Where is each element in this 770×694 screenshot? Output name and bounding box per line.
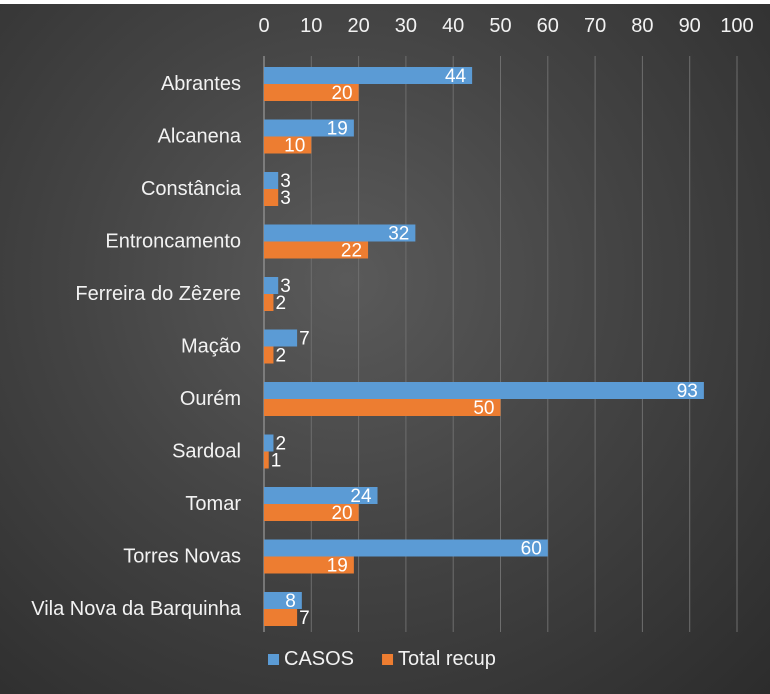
bar-casos (264, 224, 416, 242)
bar-casos (264, 382, 704, 399)
x-tick-label: 90 (679, 15, 701, 37)
category-label: Vila Nova da Barquinha (31, 598, 242, 620)
legend-label: Total recup (398, 648, 496, 670)
category-label: Tomar (185, 493, 241, 515)
bar-casos (264, 172, 279, 189)
bar-total-recup (264, 399, 501, 416)
category-label: Torres Novas (123, 546, 241, 568)
data-label: 2 (275, 293, 286, 314)
data-label: 2 (275, 346, 286, 367)
x-tick-label: 100 (720, 15, 753, 37)
bar-total-recup (264, 346, 274, 364)
data-label: 3 (280, 188, 291, 209)
bar-total-recup (264, 241, 369, 259)
data-label: 20 (331, 83, 352, 104)
x-tick-label: 70 (584, 15, 606, 37)
legend-swatch (382, 654, 394, 665)
category-label: Ferreira do Zêzere (75, 283, 241, 305)
data-label: 93 (677, 381, 698, 402)
category-label: Mação (181, 336, 241, 358)
data-label: 10 (284, 136, 305, 157)
category-label: Constância (141, 178, 242, 200)
bar-casos (264, 119, 354, 137)
bar-chart: 0 10 20 30 40 50 60 70 80 90 100 Abrantes 44 20 Alcane… (31, 15, 753, 670)
bar-total-recup (264, 609, 298, 626)
bar-total-recup (264, 136, 312, 154)
legend-label: CASOS (284, 648, 354, 670)
category-label: Ourém (180, 388, 241, 410)
x-tick-label: 50 (489, 15, 511, 37)
bar-total-recup (264, 451, 269, 469)
data-label: 24 (350, 486, 372, 507)
bar-casos (264, 487, 378, 504)
data-label: 19 (327, 119, 348, 140)
data-label: 60 (521, 539, 542, 560)
data-label: 8 (285, 591, 296, 612)
bar-casos (264, 539, 548, 557)
data-label: 2 (275, 434, 286, 455)
x-tick-label: 80 (631, 15, 653, 37)
bar-casos (264, 592, 302, 609)
bar-casos (264, 434, 274, 452)
bar-total-recup (264, 84, 359, 101)
data-label: 3 (280, 276, 291, 297)
data-label: 32 (388, 224, 409, 245)
x-tick-label: 30 (395, 15, 417, 37)
category-label: Entroncamento (105, 231, 241, 253)
bar-casos (264, 67, 473, 84)
x-tick-label: 20 (347, 15, 369, 37)
category-label: Sardoal (172, 441, 241, 463)
legend-swatch (268, 654, 279, 665)
bar-total-recup (264, 556, 354, 574)
data-label: 7 (299, 608, 310, 629)
category-label: Alcanena (158, 126, 242, 148)
x-tick-label: 0 (258, 15, 269, 37)
bar-casos (264, 277, 279, 294)
x-tick-label: 60 (537, 15, 559, 37)
chart-panel: 0 10 20 30 40 50 60 70 80 90 100 Abrantes 44 20 Alcane… (0, 4, 770, 694)
data-label: 50 (473, 398, 494, 419)
data-label: 22 (341, 241, 362, 262)
bar-total-recup (264, 189, 279, 206)
bar-casos (264, 329, 298, 347)
x-tick-label: 10 (300, 15, 322, 37)
data-label: 44 (445, 66, 467, 87)
x-tick-label: 40 (442, 15, 464, 37)
data-label: 19 (327, 556, 348, 577)
data-label: 20 (331, 503, 352, 524)
bar-total-recup (264, 294, 274, 311)
data-label: 3 (280, 171, 291, 192)
data-label: 1 (271, 451, 282, 472)
category-label: Abrantes (161, 73, 241, 95)
data-label: 7 (299, 329, 310, 350)
bar-total-recup (264, 504, 359, 521)
